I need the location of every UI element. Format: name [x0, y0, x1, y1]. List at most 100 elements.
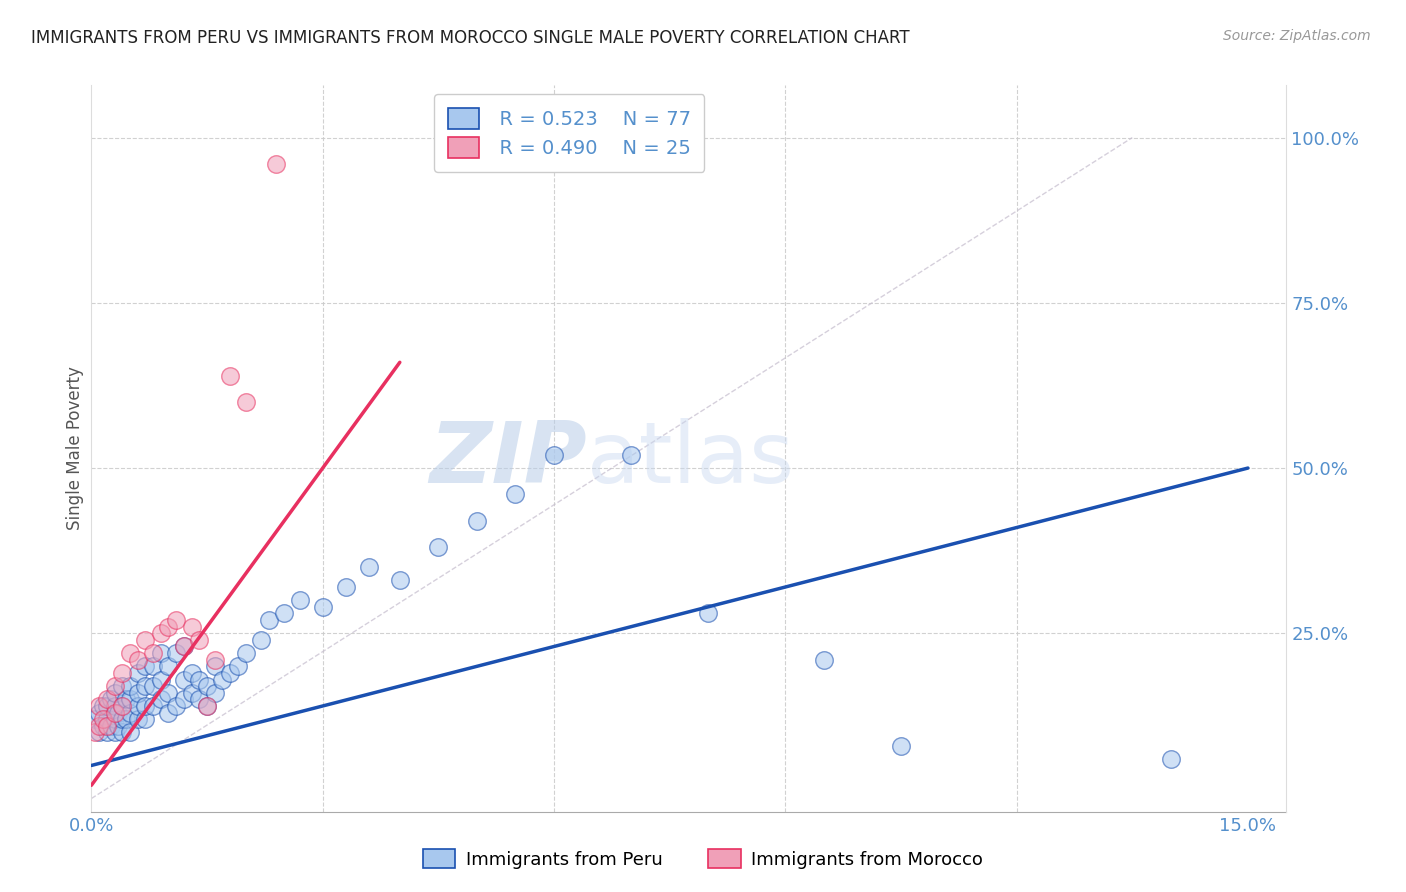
- Point: [107, 706, 129, 720]
- Point: [118, 706, 141, 720]
- Legend:   R = 0.523    N = 77,   R = 0.490    N = 25: R = 0.523 N = 77, R = 0.490 N = 25: [434, 95, 704, 172]
- Point: [127, 698, 149, 713]
- Point: [91, 719, 114, 733]
- Legend: Immigrants from Peru, Immigrants from Morocco: Immigrants from Peru, Immigrants from Mo…: [416, 842, 990, 876]
- Point: [127, 686, 149, 700]
- Point: [813, 653, 835, 667]
- Point: [219, 665, 242, 680]
- Point: [620, 448, 643, 462]
- Point: [388, 574, 411, 588]
- Point: [111, 725, 134, 739]
- Point: [173, 692, 195, 706]
- Point: [180, 620, 202, 634]
- Point: [134, 632, 156, 647]
- Point: [103, 679, 125, 693]
- Point: [165, 698, 187, 713]
- Point: [157, 706, 180, 720]
- Point: [211, 673, 233, 687]
- Point: [188, 692, 211, 706]
- Point: [465, 514, 488, 528]
- Point: [115, 692, 138, 706]
- Point: [134, 698, 156, 713]
- Point: [149, 626, 172, 640]
- Point: [87, 706, 110, 720]
- Point: [111, 698, 134, 713]
- Point: [149, 692, 172, 706]
- Point: [195, 679, 218, 693]
- Point: [87, 719, 110, 733]
- Point: [312, 599, 335, 614]
- Point: [543, 448, 565, 462]
- Point: [173, 673, 195, 687]
- Point: [103, 698, 125, 713]
- Point: [288, 593, 311, 607]
- Point: [157, 686, 180, 700]
- Text: Source: ZipAtlas.com: Source: ZipAtlas.com: [1223, 29, 1371, 43]
- Point: [84, 725, 107, 739]
- Point: [149, 673, 172, 687]
- Point: [107, 719, 129, 733]
- Point: [188, 632, 211, 647]
- Point: [149, 646, 172, 660]
- Point: [127, 653, 149, 667]
- Point: [91, 698, 114, 713]
- Point: [103, 725, 125, 739]
- Y-axis label: Single Male Poverty: Single Male Poverty: [66, 367, 84, 530]
- Point: [118, 725, 141, 739]
- Point: [165, 646, 187, 660]
- Point: [111, 665, 134, 680]
- Point: [1160, 752, 1182, 766]
- Point: [134, 712, 156, 726]
- Point: [96, 712, 118, 726]
- Point: [195, 698, 218, 713]
- Point: [157, 620, 180, 634]
- Point: [505, 487, 527, 501]
- Point: [111, 679, 134, 693]
- Point: [100, 692, 122, 706]
- Point: [111, 698, 134, 713]
- Point: [103, 686, 125, 700]
- Point: [188, 673, 211, 687]
- Point: [91, 712, 114, 726]
- Point: [134, 659, 156, 673]
- Point: [173, 640, 195, 654]
- Point: [219, 368, 242, 383]
- Point: [118, 679, 141, 693]
- Point: [235, 395, 257, 409]
- Point: [250, 632, 273, 647]
- Point: [103, 712, 125, 726]
- Point: [273, 607, 295, 621]
- Point: [266, 157, 288, 171]
- Point: [118, 692, 141, 706]
- Point: [118, 646, 141, 660]
- Point: [142, 698, 165, 713]
- Point: [142, 646, 165, 660]
- Point: [103, 706, 125, 720]
- Point: [697, 607, 720, 621]
- Point: [204, 659, 226, 673]
- Point: [165, 613, 187, 627]
- Point: [235, 646, 257, 660]
- Point: [427, 541, 450, 555]
- Point: [87, 698, 110, 713]
- Point: [142, 659, 165, 673]
- Point: [180, 686, 202, 700]
- Point: [84, 712, 107, 726]
- Point: [335, 580, 357, 594]
- Point: [226, 659, 249, 673]
- Point: [142, 679, 165, 693]
- Point: [157, 659, 180, 673]
- Point: [127, 712, 149, 726]
- Point: [357, 560, 380, 574]
- Point: [204, 653, 226, 667]
- Point: [96, 719, 118, 733]
- Text: ZIP: ZIP: [430, 417, 588, 500]
- Point: [134, 679, 156, 693]
- Point: [115, 712, 138, 726]
- Point: [96, 698, 118, 713]
- Point: [96, 692, 118, 706]
- Point: [100, 719, 122, 733]
- Point: [127, 665, 149, 680]
- Point: [180, 665, 202, 680]
- Point: [204, 686, 226, 700]
